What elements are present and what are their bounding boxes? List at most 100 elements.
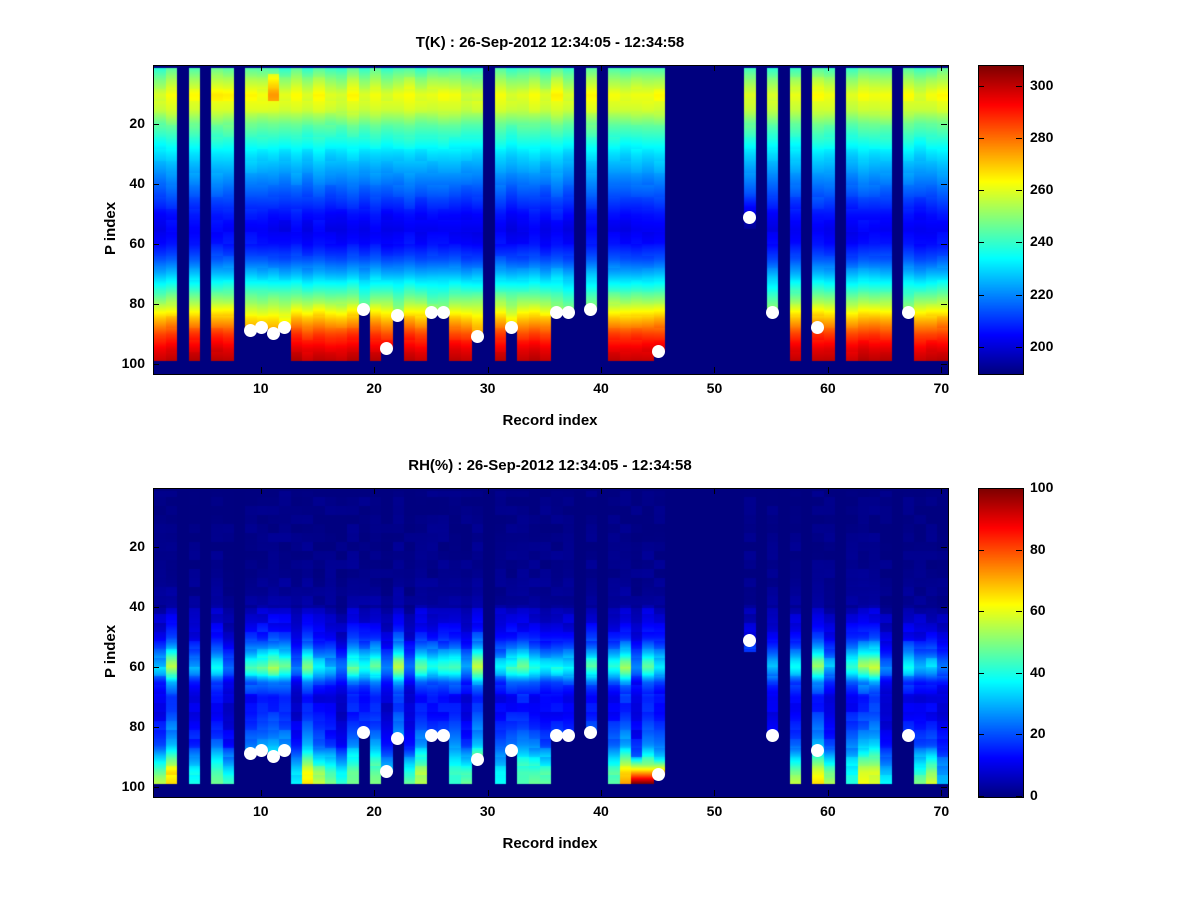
- x-tick-label: 70: [933, 803, 950, 819]
- x-tick: [941, 488, 943, 494]
- colorbar-tick: [978, 294, 984, 296]
- x-tick: [601, 367, 603, 373]
- x-axis-label-temperature: Record index: [502, 412, 598, 429]
- x-tick-label: 60: [820, 380, 836, 396]
- colorbar-tick: [978, 242, 984, 244]
- y-tick: [153, 363, 159, 365]
- heatmap-relative-humidity-canvas: [154, 489, 948, 797]
- colorbar-tick-label: 100: [1030, 479, 1054, 495]
- x-tick: [714, 367, 716, 373]
- y-tick: [941, 243, 947, 245]
- plot-title-relative-humidity: RH(%) : 26-Sep-2012 12:34:05 - 12:34:58: [408, 457, 692, 474]
- x-tick: [374, 488, 376, 494]
- y-tick: [153, 303, 159, 305]
- colorbar-temperature[interactable]: [978, 65, 1024, 375]
- colorbar-tick: [1016, 138, 1022, 140]
- y-tick-label: 100: [121, 777, 145, 794]
- y-tick: [941, 726, 947, 728]
- colorbar-tick: [1016, 190, 1022, 192]
- colorbar-tick: [978, 85, 984, 87]
- x-tick: [374, 367, 376, 373]
- x-tick: [941, 367, 943, 373]
- x-tick: [374, 790, 376, 796]
- y-tick-label: 40: [129, 597, 145, 614]
- y-tick: [153, 666, 159, 668]
- x-tick-label: 70: [933, 380, 950, 396]
- colorbar-tick: [1016, 796, 1022, 797]
- colorbar-tick-label: 40: [1030, 663, 1046, 680]
- x-tick: [714, 488, 716, 494]
- y-tick-label: 40: [129, 174, 145, 191]
- y-tick: [941, 786, 947, 788]
- colorbar-tick: [1016, 85, 1022, 87]
- y-axis-label-relative-humidity: P index: [102, 624, 119, 678]
- x-tick-label: 10: [252, 803, 269, 819]
- colorbar-tick: [978, 796, 984, 797]
- colorbar-tick: [978, 488, 984, 489]
- heatmap-temperature[interactable]: [153, 65, 949, 375]
- colorbar-tick: [1016, 549, 1022, 551]
- y-tick-label: 20: [129, 114, 145, 131]
- y-tick-label: 20: [129, 537, 145, 554]
- colorbar-tick: [1016, 346, 1022, 348]
- y-tick: [153, 183, 159, 185]
- y-tick: [153, 606, 159, 608]
- colorbar-relative-humidity-gradient: [979, 489, 1023, 797]
- y-tick: [153, 786, 159, 788]
- y-tick-label: 60: [129, 234, 145, 251]
- colorbar-tick-label: 240: [1030, 233, 1054, 250]
- y-tick-label: 60: [129, 657, 145, 674]
- y-tick: [941, 363, 947, 365]
- panel-relative-humidity: RH(%) : 26-Sep-2012 12:34:05 - 12:34:58 …: [0, 445, 1200, 900]
- x-tick: [487, 65, 489, 71]
- colorbar-tick: [978, 190, 984, 192]
- colorbar-tick-label: 80: [1030, 540, 1046, 557]
- colorbar-tick-label: 0: [1030, 787, 1038, 803]
- x-tick: [601, 65, 603, 71]
- colorbar-tick-label: 260: [1030, 181, 1054, 198]
- colorbar-tick: [1016, 611, 1022, 613]
- x-tick: [941, 790, 943, 796]
- colorbar-tick: [978, 346, 984, 348]
- colorbar-tick: [978, 549, 984, 551]
- x-tick: [714, 65, 716, 71]
- colorbar-tick-label: 280: [1030, 129, 1054, 146]
- x-tick: [941, 65, 943, 71]
- y-tick: [941, 606, 947, 608]
- colorbar-temperature-gradient: [979, 66, 1023, 374]
- x-tick: [827, 790, 829, 796]
- x-tick: [827, 65, 829, 71]
- heatmap-relative-humidity[interactable]: [153, 488, 949, 798]
- y-tick: [941, 546, 947, 548]
- x-tick-label: 40: [593, 803, 609, 819]
- x-tick: [260, 65, 262, 71]
- x-tick-label: 30: [479, 803, 496, 819]
- heatmap-temperature-canvas: [154, 66, 948, 374]
- colorbar-tick-label: 220: [1030, 285, 1054, 302]
- x-tick: [827, 367, 829, 373]
- y-tick: [941, 183, 947, 185]
- y-tick: [153, 546, 159, 548]
- colorbar-relative-humidity[interactable]: [978, 488, 1024, 798]
- y-tick-label: 80: [129, 294, 145, 311]
- x-tick-label: 50: [706, 380, 723, 396]
- x-tick-label: 10: [252, 380, 269, 396]
- colorbar-tick: [978, 734, 984, 736]
- y-tick: [153, 123, 159, 125]
- x-tick-label: 30: [479, 380, 496, 396]
- x-tick-label: 20: [366, 380, 382, 396]
- colorbar-tick: [1016, 488, 1022, 489]
- x-tick: [260, 367, 262, 373]
- x-tick: [487, 488, 489, 494]
- x-tick: [260, 488, 262, 494]
- x-tick-label: 50: [706, 803, 723, 819]
- x-tick-label: 40: [593, 380, 609, 396]
- x-tick: [487, 367, 489, 373]
- colorbar-tick-label: 300: [1030, 76, 1054, 93]
- y-tick: [941, 666, 947, 668]
- plot-title-temperature: T(K) : 26-Sep-2012 12:34:05 - 12:34:58: [415, 34, 685, 51]
- colorbar-tick: [978, 672, 984, 674]
- y-tick: [941, 303, 947, 305]
- colorbar-tick: [1016, 672, 1022, 674]
